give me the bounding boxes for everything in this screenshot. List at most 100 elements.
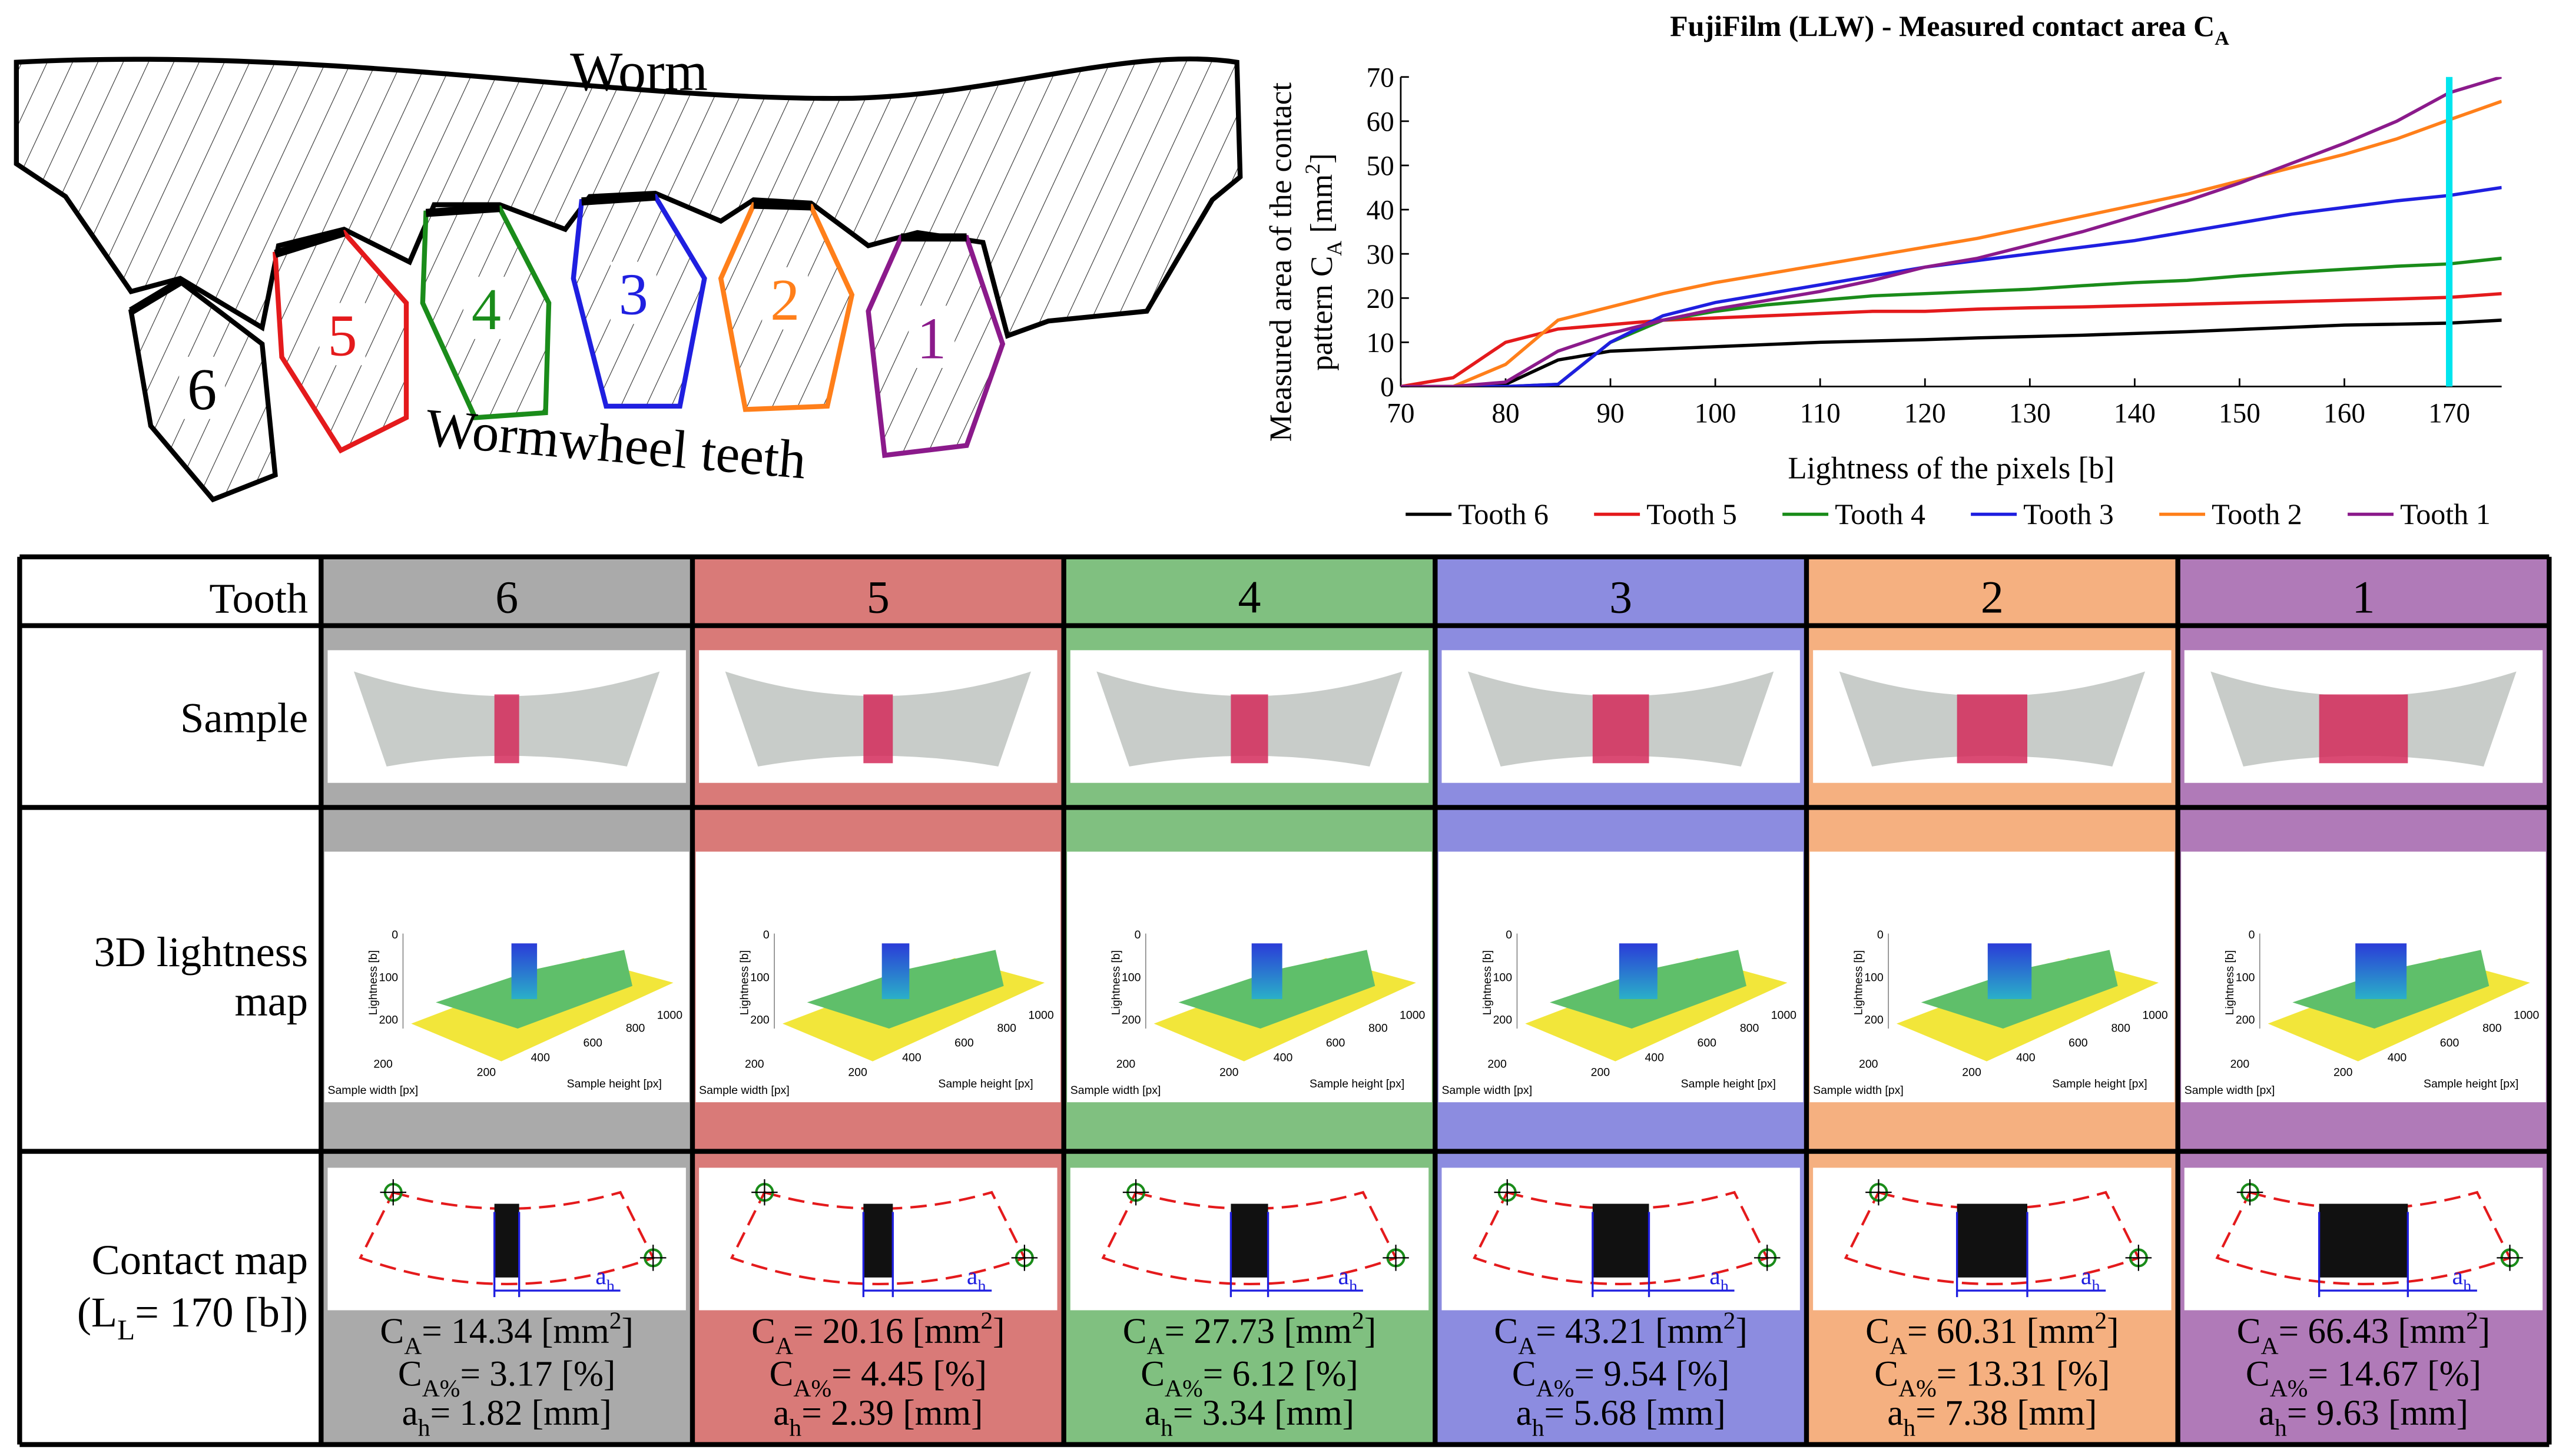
- map-z-tick: 100: [2236, 971, 2255, 984]
- cap-value-part: =: [831, 1354, 861, 1394]
- reference-cross: [639, 1245, 667, 1271]
- ca-value: CA= 20.16 [mm2]: [751, 1308, 1005, 1360]
- cap-value-part: C: [1512, 1354, 1536, 1394]
- map-y-tick: 200: [848, 1066, 867, 1079]
- map-x-label: Sample width [px]: [327, 1084, 418, 1097]
- map-y-tick: 600: [2440, 1037, 2459, 1050]
- map-y-tick: 800: [997, 1022, 1017, 1035]
- map-y-tick: 800: [2482, 1022, 2502, 1035]
- tooth-label: 4: [472, 277, 501, 342]
- ah-value: ah= 1.82 [mm]: [402, 1393, 612, 1441]
- map-y-label: Sample height [px]: [938, 1077, 1033, 1090]
- sample-contact: [1957, 694, 2027, 764]
- row-note-part: L: [117, 1314, 135, 1346]
- ca-value-part: 27.73: [1194, 1311, 1275, 1351]
- cap-value-part: 3.17: [489, 1354, 552, 1394]
- row-label: Contact map: [91, 1236, 308, 1283]
- reference-cross: [1494, 1179, 1521, 1206]
- ca-value: CA= 43.21 [mm2]: [1494, 1308, 1747, 1360]
- map-y-tick: 200: [1219, 1066, 1239, 1079]
- cap-value-part: C: [1141, 1354, 1165, 1394]
- ca-value-part: =: [2279, 1311, 2308, 1351]
- legend-label: Tooth 5: [1646, 498, 1737, 530]
- ca-value: CA= 14.34 [mm2]: [380, 1308, 633, 1360]
- ca-value-part: C: [751, 1311, 775, 1351]
- y-axis-label-part: 2: [1301, 164, 1324, 174]
- ca-value-part: C: [1494, 1311, 1518, 1351]
- ca-value-part: 2: [1723, 1308, 1736, 1335]
- map-y-tick: 600: [2069, 1037, 2088, 1050]
- y-axis-label: Measured area of the contact: [1264, 82, 1298, 442]
- ca-value-part: C: [1123, 1311, 1147, 1351]
- series-line: [1400, 77, 2502, 387]
- cap-value-part: =: [460, 1354, 489, 1394]
- cap-value-part: [%]: [1295, 1354, 1358, 1394]
- series-line: [1400, 319, 2502, 387]
- reference-cross: [751, 1179, 778, 1206]
- ca-value-part: =: [793, 1311, 823, 1351]
- x-tick-label: 150: [2219, 399, 2260, 429]
- ca-value-part: ]: [622, 1311, 634, 1351]
- ah-label-part: h: [1721, 1277, 1729, 1295]
- ah-value-part: [mm]: [2008, 1393, 2097, 1433]
- contact-outline: [730, 1190, 1026, 1285]
- ah-value-part: 9.63: [2316, 1393, 2379, 1433]
- map-spike: [881, 943, 910, 999]
- ah-value-part: h: [1161, 1415, 1173, 1442]
- x-tick-label: 160: [2323, 399, 2365, 429]
- ah-label: ah: [595, 1263, 615, 1296]
- map-z-tick: 0: [2249, 928, 2255, 941]
- ca-value-part: A: [1147, 1332, 1165, 1359]
- contact-blob: [1231, 1203, 1268, 1278]
- ah-label-part: h: [1349, 1277, 1357, 1295]
- contact-blob: [863, 1203, 893, 1278]
- map-z-tick: 0: [1877, 928, 1884, 941]
- map-x-tick: 200: [1859, 1058, 1878, 1071]
- ah-value-part: h: [789, 1415, 801, 1442]
- y-axis-label-part: [mm: [1305, 174, 1339, 241]
- ah-value: ah= 7.38 [mm]: [1887, 1393, 2097, 1441]
- contact-blob: [1592, 1203, 1649, 1278]
- ca-value-part: C: [2237, 1311, 2261, 1351]
- ah-value-part: =: [801, 1393, 831, 1433]
- ah-value-part: =: [1915, 1393, 1945, 1433]
- ah-value-part: [mm]: [1636, 1393, 1725, 1433]
- map-z-tick: 200: [2236, 1014, 2255, 1027]
- tooth-label: 5: [327, 303, 357, 369]
- tooth-label-bg: [762, 267, 808, 330]
- y-tick-label: 50: [1366, 151, 1394, 182]
- reference-cross: [2236, 1179, 2263, 1206]
- map-z-tick: 0: [392, 928, 398, 941]
- ca-value-part: A: [2261, 1332, 2279, 1359]
- ca-value-part: [mm: [2389, 1311, 2466, 1351]
- cap-value-part: C: [2246, 1354, 2270, 1394]
- cap-value-part: =: [2308, 1354, 2337, 1394]
- map-y-tick: 600: [1697, 1037, 1716, 1050]
- ca-value-part: A: [1518, 1332, 1536, 1359]
- map-y-tick: 1000: [2142, 1009, 2167, 1021]
- ca-value-part: ]: [1364, 1311, 1376, 1351]
- legend-label: Tooth 3: [2023, 498, 2114, 530]
- x-tick-label: 130: [2009, 399, 2051, 429]
- y-axis-label-part: A: [1322, 241, 1346, 256]
- map-y-tick: 600: [1326, 1037, 1345, 1050]
- ah-value-part: a: [402, 1393, 418, 1433]
- ah-value-part: [mm]: [522, 1393, 611, 1433]
- reference-cross: [1383, 1245, 1409, 1271]
- map-z-tick: 200: [379, 1014, 399, 1027]
- cap-value-part: [%]: [2418, 1354, 2481, 1394]
- row-note-part: (L: [77, 1289, 117, 1336]
- ca-value-part: 60.31: [1937, 1311, 2018, 1351]
- legend-label: Tooth 4: [1835, 498, 1925, 530]
- cap-value-part: C: [398, 1354, 422, 1394]
- tooth-top-edge: [753, 200, 811, 211]
- ah-label: ah: [1709, 1263, 1729, 1296]
- ca-value-part: C: [1865, 1311, 1890, 1351]
- ah-value-part: a: [773, 1393, 789, 1433]
- chart-title: FujiFilm (LLW) - Measured contact area C…: [1670, 9, 2229, 49]
- tooth-label: 1: [917, 306, 946, 371]
- ca-value-part: ]: [993, 1311, 1005, 1351]
- ah-label-part: a: [2452, 1263, 2464, 1290]
- cap-value: CA%= 4.45 [%]: [770, 1354, 987, 1402]
- y-axis-label-part: pattern C: [1305, 256, 1339, 371]
